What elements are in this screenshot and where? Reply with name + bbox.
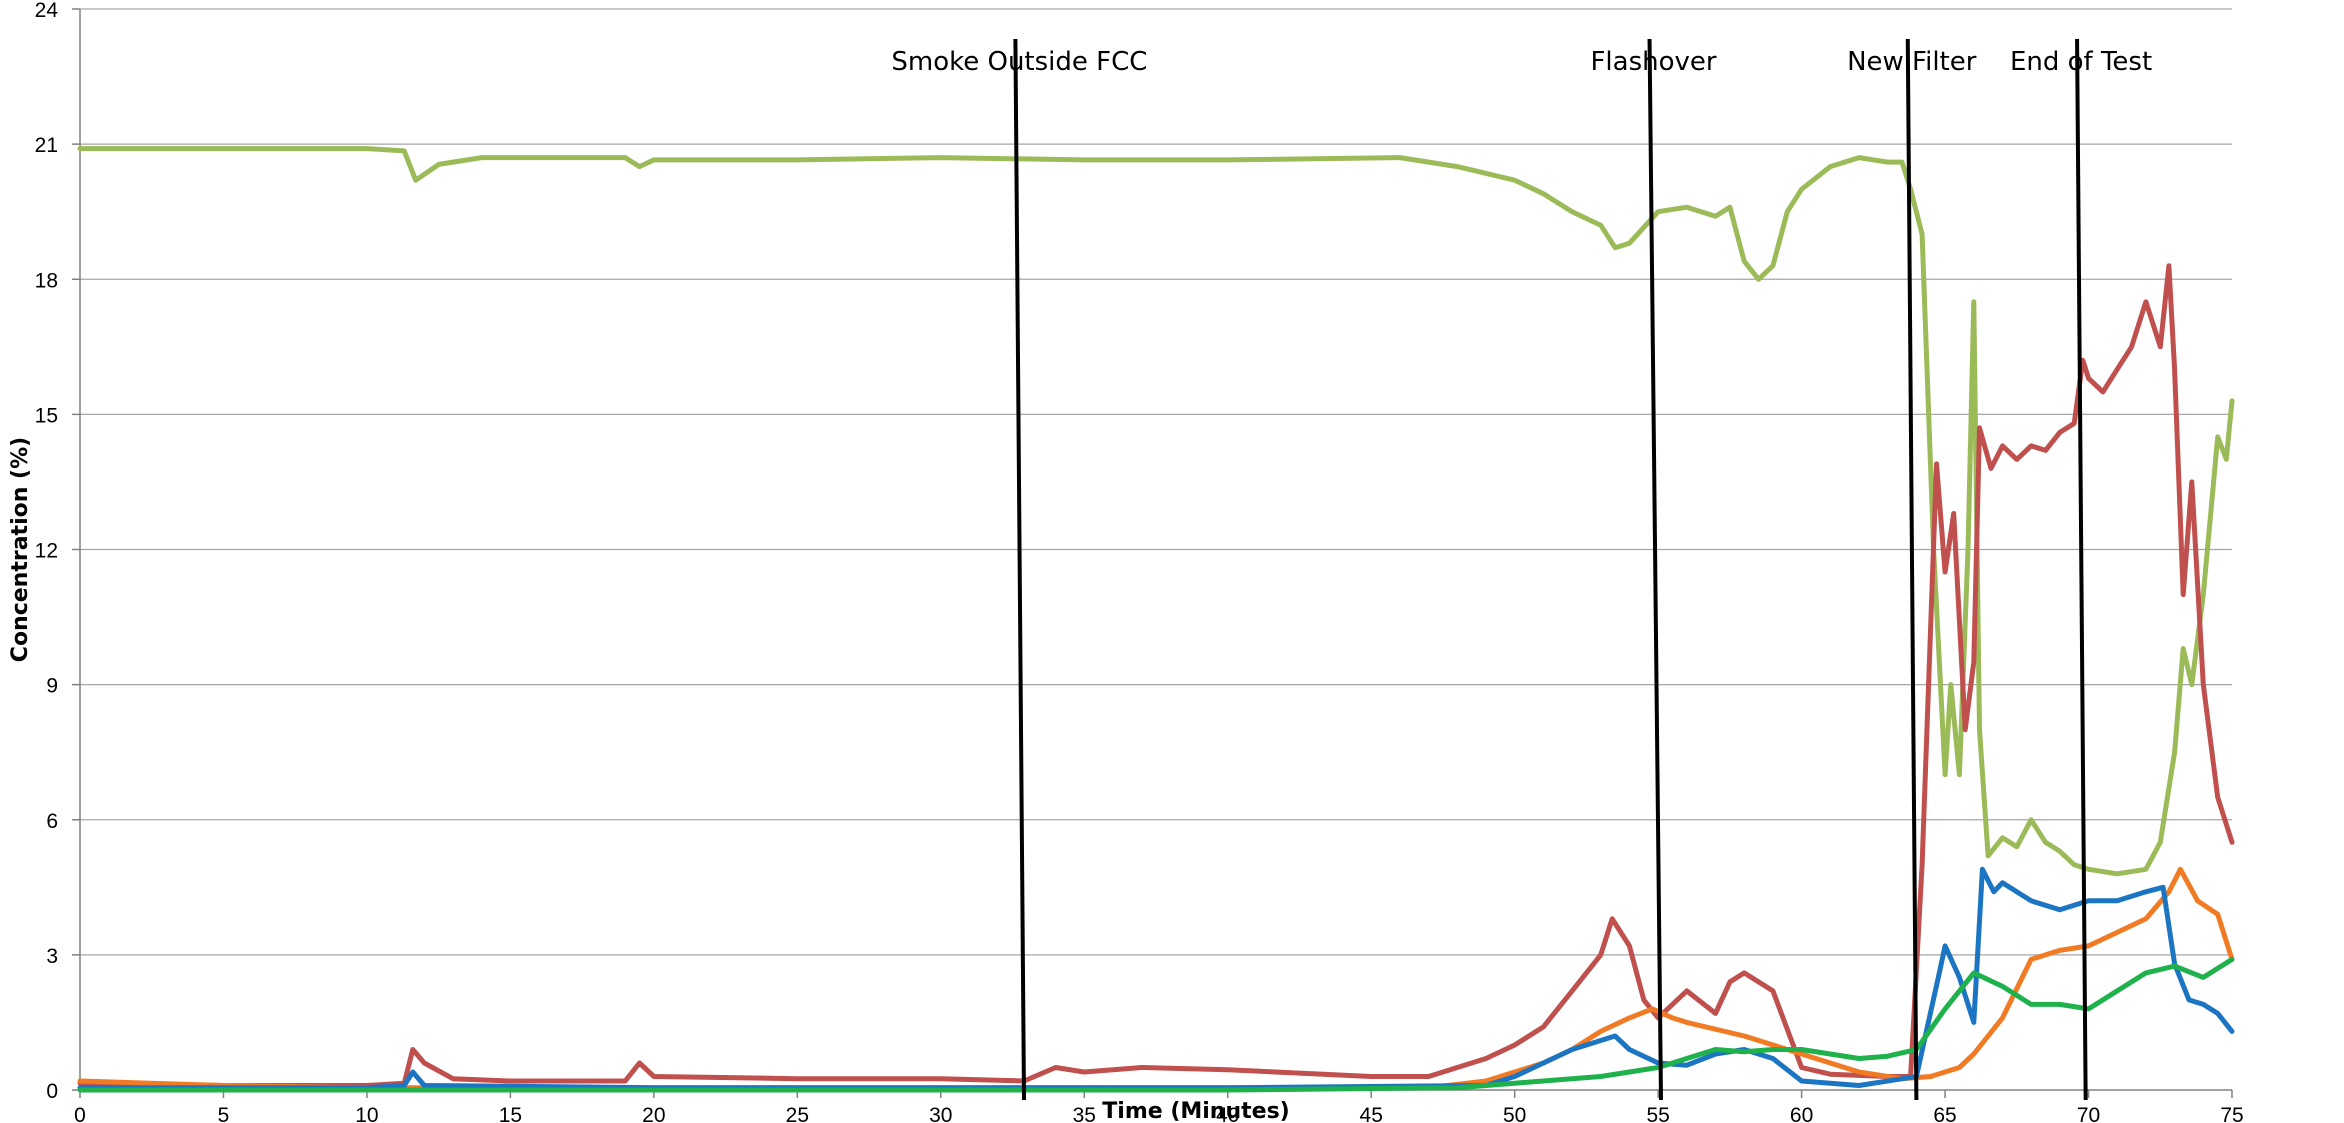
event-marker-line xyxy=(1013,38,1027,1101)
event-label: Smoke Outside FCC xyxy=(891,47,1147,77)
series-line xyxy=(77,866,2235,1091)
x-tick-label: 35 xyxy=(1073,1104,1096,1123)
x-tick-label: 40 xyxy=(1216,1104,1239,1123)
x-tick-label: 20 xyxy=(642,1104,665,1123)
series-lines xyxy=(77,146,2235,1093)
event-markers: Smoke Outside FCC Flashover New Filter End … xyxy=(891,38,2152,1101)
series-line xyxy=(77,146,2235,877)
series-line xyxy=(77,263,2235,1088)
x-tick-label: 55 xyxy=(1646,1104,1669,1123)
gridlines xyxy=(80,8,2232,956)
x-axis-title: Time (Minutes) xyxy=(1102,1099,1289,1123)
x-tick-label: 25 xyxy=(786,1104,809,1123)
x-tick-label: 70 xyxy=(2077,1104,2100,1123)
x-tick-label: 0 xyxy=(74,1104,86,1123)
event-label: New Filter xyxy=(1847,47,1977,77)
x-tick-label: 45 xyxy=(1360,1104,1383,1123)
y-tick-label: 18 xyxy=(35,269,58,292)
x-tick-label: 60 xyxy=(1790,1104,1813,1123)
y-tick-labels: 0 3 6 9 12 15 18 21 24 xyxy=(35,0,59,1103)
y-tick-label: 12 xyxy=(35,540,58,563)
y-tick-label: 24 xyxy=(35,0,59,22)
y-tick-label: 3 xyxy=(46,945,58,968)
event-marker-line xyxy=(1905,38,1919,1101)
y-tick-label: 15 xyxy=(35,404,58,427)
event-label: Flashover xyxy=(1590,47,1716,77)
event-marker-line xyxy=(1647,38,1664,1101)
y-tick-label: 21 xyxy=(35,134,58,157)
x-tick-label: 65 xyxy=(1933,1104,1956,1123)
event-label: End of Test xyxy=(2010,47,2152,77)
series-line xyxy=(77,956,2235,1093)
y-tick-label: 6 xyxy=(46,810,58,833)
x-tick-label: 50 xyxy=(1503,1104,1526,1123)
y-axis-title: Concentration (%) xyxy=(8,437,33,662)
event-marker-line xyxy=(2075,38,2088,1101)
series-line xyxy=(77,866,2235,1091)
x-tick-label: 30 xyxy=(929,1104,952,1123)
y-tick-label: 0 xyxy=(46,1080,58,1103)
x-tick-label: 15 xyxy=(499,1104,522,1123)
x-tick-label: 75 xyxy=(2220,1104,2243,1123)
y-tick-label: 9 xyxy=(46,675,58,698)
x-tick-label: 10 xyxy=(355,1104,378,1123)
x-tick-labels: 0 5 10 15 20 25 30 35 40 45 50 55 60 65 70 75 xyxy=(74,1104,2244,1123)
x-tick-label: 5 xyxy=(218,1104,230,1123)
